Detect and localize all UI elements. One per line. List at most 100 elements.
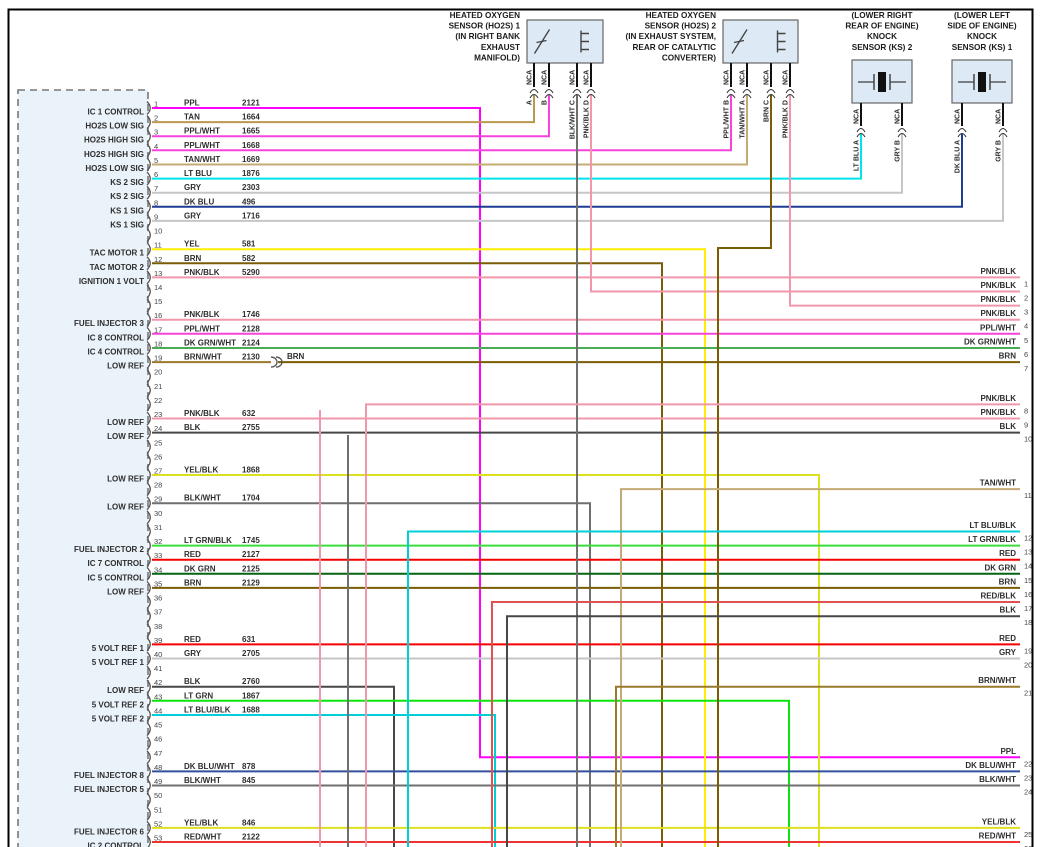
wire-circuit-label: 1669 bbox=[242, 155, 260, 164]
exit-number: 11 bbox=[1024, 491, 1032, 500]
exit-wire-color-label: BRN bbox=[999, 352, 1017, 361]
exit-number: 23 bbox=[1024, 773, 1032, 782]
wire-gry bbox=[152, 134, 1004, 222]
pin-signal-label: LOW REF bbox=[107, 432, 144, 441]
exit-wire-color-label: PNK/BLK bbox=[980, 408, 1016, 417]
exit-number: 22 bbox=[1024, 759, 1032, 768]
exit-wire-color-label: PPL/WHT bbox=[980, 323, 1016, 332]
pin-signal-label: IGNITION 1 VOLT bbox=[79, 277, 144, 286]
exit-wire-color-label: DK GRN/WHT bbox=[964, 337, 1016, 346]
pin-number: 32 bbox=[154, 537, 162, 546]
pin-number: 45 bbox=[154, 721, 162, 730]
wire-lt-blu bbox=[152, 134, 862, 180]
exit-number: 1 bbox=[1024, 279, 1028, 288]
pin-nca-label: NCA bbox=[542, 70, 549, 85]
pin-number: 29 bbox=[154, 495, 162, 504]
wire-color-label: BLK/WHT bbox=[184, 494, 221, 503]
exit-number: 25 bbox=[1024, 830, 1032, 839]
exit-number: 2 bbox=[1024, 293, 1028, 302]
pin-number: 37 bbox=[154, 608, 162, 617]
pin-number: 14 bbox=[154, 283, 162, 292]
pin-bracket bbox=[146, 665, 151, 680]
inline-connector-icon bbox=[586, 88, 596, 94]
splice-wire-color-label: BRN bbox=[287, 352, 305, 361]
pin-bracket bbox=[146, 326, 151, 341]
wire-ppl-wht bbox=[152, 95, 550, 138]
wire-circuit-label: 1876 bbox=[242, 169, 260, 178]
pin-number: 10 bbox=[154, 227, 162, 236]
pin-number: 7 bbox=[154, 184, 158, 193]
pin-number: 3 bbox=[154, 128, 158, 137]
inline-connector-icon bbox=[726, 93, 736, 99]
inline-connector-icon bbox=[785, 88, 795, 94]
wire-color-label: LT GRN/BLK bbox=[184, 536, 232, 545]
exit-wire-color-label: BLK/WHT bbox=[979, 775, 1016, 784]
pin-number: 36 bbox=[154, 594, 162, 603]
pin-number: 15 bbox=[154, 297, 162, 306]
exit-wire-color-label: PNK/BLK bbox=[980, 267, 1016, 276]
pin-number: 22 bbox=[154, 396, 162, 405]
pin-signal-label: KS 2 SIG bbox=[110, 178, 144, 187]
pin-number: 21 bbox=[154, 382, 162, 391]
pin-bracket bbox=[146, 524, 151, 539]
wire-color-label: YEL bbox=[184, 240, 200, 249]
exit-wire-color-label: PNK/BLK bbox=[980, 295, 1016, 304]
pin-bracket bbox=[146, 750, 151, 765]
inline-connector-icon bbox=[742, 93, 752, 99]
pin-bracket bbox=[146, 312, 151, 327]
pin-bracket bbox=[146, 736, 151, 751]
wire-circuit-label: 2760 bbox=[242, 677, 260, 686]
pin-terminal-label: B bbox=[542, 100, 549, 105]
exit-number: 24 bbox=[1024, 788, 1032, 797]
wire-circuit-label: 1688 bbox=[242, 705, 260, 714]
inline-connector-icon bbox=[726, 88, 736, 94]
pin-bracket bbox=[146, 270, 151, 285]
exit-wire-color-label: RED/WHT bbox=[979, 831, 1016, 840]
pin-number: 40 bbox=[154, 650, 162, 659]
exit-wire-color-label: BLK bbox=[1000, 606, 1017, 615]
pin-number: 41 bbox=[154, 664, 162, 673]
ks2-label: KNOCK bbox=[867, 32, 897, 41]
pin-bracket bbox=[146, 764, 151, 779]
exit-wire-color-label: LT BLU/BLK bbox=[969, 521, 1016, 530]
inline-connector-icon bbox=[766, 93, 776, 99]
wire-circuit-label: 845 bbox=[242, 776, 256, 785]
wire-pnk-blk bbox=[365, 403, 1020, 847]
wire-circuit-label: 2121 bbox=[242, 99, 260, 108]
wire-color-label: LT BLU/BLK bbox=[184, 705, 231, 714]
pin-signal-label: HO2S LOW SIG bbox=[85, 164, 144, 173]
wire-color-label: RED bbox=[184, 635, 201, 644]
wire-pnk-blk bbox=[590, 95, 1020, 293]
pin-bracket bbox=[146, 580, 151, 595]
wire-brn bbox=[717, 95, 772, 847]
pin-number: 17 bbox=[154, 325, 162, 334]
exit-number: 20 bbox=[1024, 660, 1032, 669]
ks1-label: (LOWER LEFT bbox=[954, 11, 1010, 20]
exit-wire-color-label: GRY bbox=[999, 648, 1017, 657]
wire-circuit-label: 632 bbox=[242, 409, 256, 418]
pin-signal-label: 5 VOLT REF 1 bbox=[92, 644, 145, 653]
inline-connector-icon bbox=[856, 127, 866, 133]
pin-bracket bbox=[146, 383, 151, 398]
pin-bracket bbox=[146, 425, 151, 440]
inline-connector-icon bbox=[529, 88, 539, 94]
pin-terminal-label: PPL/WHT B bbox=[724, 100, 731, 139]
wire-color-label: BRN bbox=[184, 578, 202, 587]
pin-number: 47 bbox=[154, 749, 162, 758]
exit-wire-color-label: DK GRN bbox=[984, 563, 1016, 572]
inline-connector-icon bbox=[572, 93, 582, 99]
wire-color-label: PPL/WHT bbox=[184, 127, 220, 136]
pin-bracket bbox=[146, 355, 151, 370]
pin-terminal-label: GRY B bbox=[895, 140, 902, 162]
pin-number: 2 bbox=[154, 114, 158, 123]
inline-connector-icon bbox=[785, 93, 795, 99]
pin-bracket bbox=[146, 298, 151, 313]
pin-terminal-label: TAN/WHT A bbox=[740, 100, 747, 139]
ks2-label: REAR OF ENGINE) bbox=[845, 22, 919, 31]
pin-signal-label: FUEL INJECTOR 3 bbox=[74, 319, 144, 328]
wire-ppl-wht bbox=[152, 95, 732, 152]
exit-number: 15 bbox=[1024, 576, 1032, 585]
exit-number: 16 bbox=[1024, 590, 1032, 599]
exit-number: 12 bbox=[1024, 533, 1032, 542]
